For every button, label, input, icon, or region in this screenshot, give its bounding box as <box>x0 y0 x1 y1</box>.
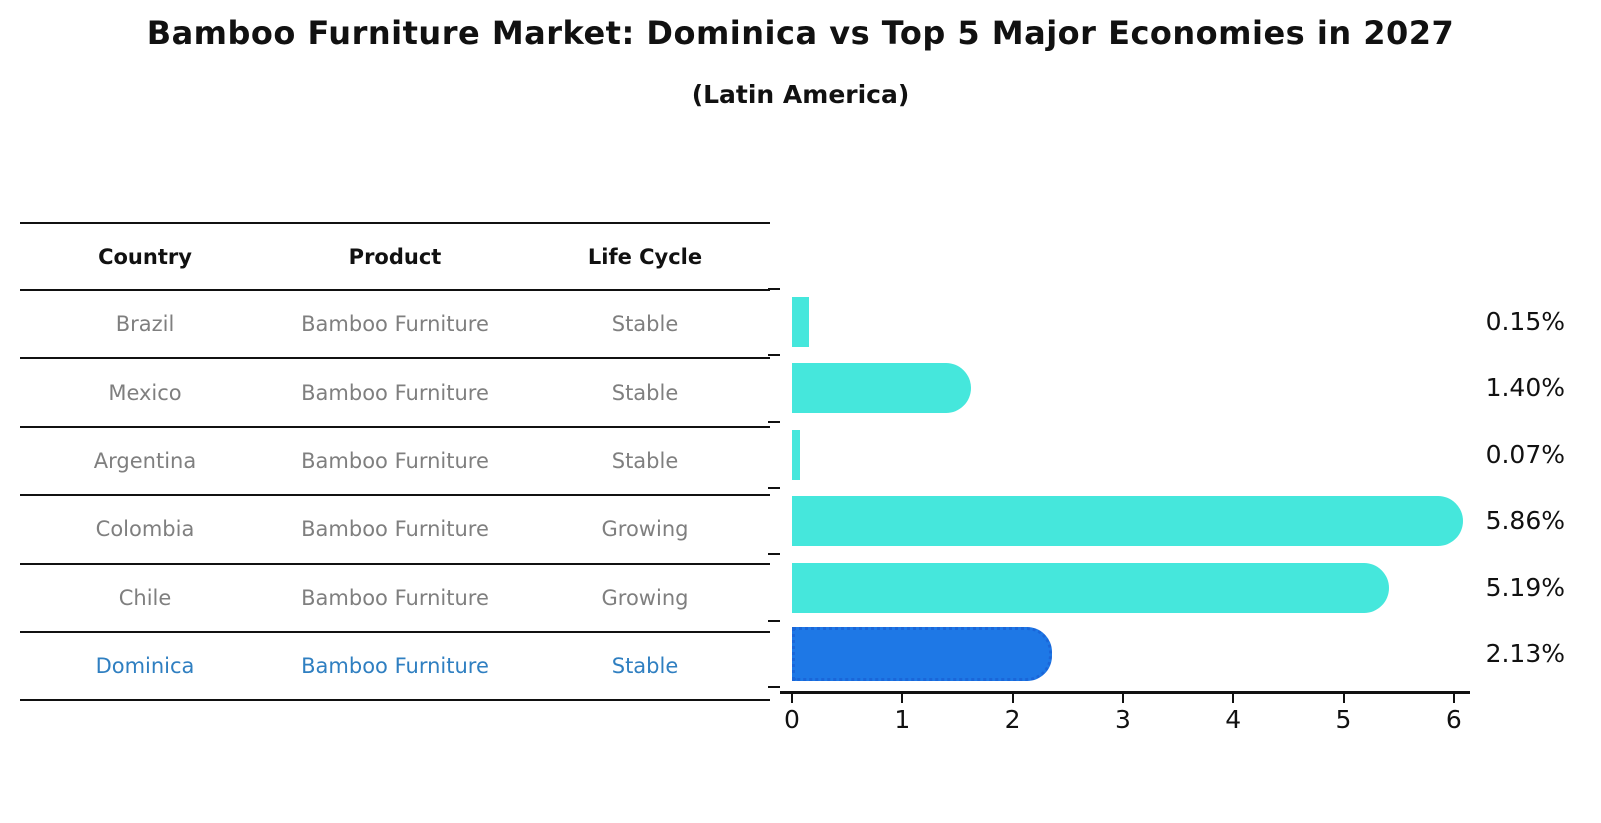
y-axis-tick <box>768 619 780 622</box>
table-header-row: Country Product Life Cycle <box>20 222 770 291</box>
bar-chile <box>792 562 1390 613</box>
x-axis-tick <box>1121 694 1124 703</box>
cell-life-cycle: Stable <box>611 448 679 473</box>
cell-life-cycle: Growing <box>601 517 689 542</box>
cell-product: Bamboo Furniture <box>301 654 489 679</box>
x-axis-tick-label: 4 <box>1225 705 1242 734</box>
x-axis-tick <box>1342 694 1345 703</box>
value-label-argentina: 0.07% <box>1485 439 1565 469</box>
value-label-colombia: 5.86% <box>1485 506 1565 536</box>
chart-title: Bamboo Furniture Market: Dominica vs Top… <box>146 14 1455 52</box>
cell-country: Mexico <box>108 380 182 405</box>
bar-brazil <box>792 297 809 347</box>
y-axis-tick <box>768 287 780 290</box>
bar-dominica <box>792 627 1052 681</box>
x-axis-tick-label: 1 <box>894 705 911 734</box>
cell-product: Bamboo Furniture <box>301 380 489 405</box>
x-axis-line <box>780 691 1470 694</box>
bar-mexico <box>792 363 972 414</box>
x-axis-tick <box>1011 694 1014 703</box>
x-axis-tick-label: 5 <box>1335 705 1352 734</box>
header-cell-product: Product <box>348 244 442 269</box>
table-row-mexico: Mexico Bamboo Furniture Stable <box>20 359 770 428</box>
cell-product: Bamboo Furniture <box>301 517 489 542</box>
comparison-table: Country Product Life Cycle Brazil Bamboo… <box>20 222 770 702</box>
x-axis-tick-label: 2 <box>1004 705 1021 734</box>
y-axis-tick <box>768 553 780 556</box>
y-axis-tick <box>768 487 780 489</box>
chart-subtitle: (Latin America) <box>691 80 910 109</box>
cell-country: Brazil <box>115 312 175 337</box>
y-axis-tick <box>768 686 780 689</box>
cell-life-cycle: Growing <box>601 585 689 610</box>
bar-argentina <box>792 429 800 480</box>
x-axis-tick <box>1452 694 1455 703</box>
cell-product: Bamboo Furniture <box>301 312 489 337</box>
value-label-dominica: 2.13% <box>1485 639 1565 668</box>
x-axis-tick-label: 6 <box>1445 705 1462 734</box>
table-row-colombia: Colombia Bamboo Furniture Growing <box>20 496 770 565</box>
x-axis-tick <box>791 694 793 703</box>
cell-product: Bamboo Furniture <box>301 585 489 610</box>
table-row-brazil: Brazil Bamboo Furniture Stable <box>20 291 770 360</box>
cell-life-cycle: Stable <box>611 654 679 679</box>
x-axis-tick <box>1232 694 1235 703</box>
cell-country: Chile <box>118 585 172 610</box>
bar-colombia <box>792 496 1464 547</box>
value-label-mexico: 1.40% <box>1485 373 1565 403</box>
table-row-argentina: Argentina Bamboo Furniture Stable <box>20 428 770 497</box>
cell-country: Colombia <box>95 517 195 542</box>
x-axis-tick-label: 3 <box>1114 705 1131 734</box>
header-cell-country: Country <box>98 244 192 269</box>
y-axis-tick <box>768 420 780 423</box>
x-axis-tick-label: 0 <box>784 705 800 734</box>
table-row-dominica: Dominica Bamboo Furniture Stable <box>20 633 770 702</box>
cell-country: Dominica <box>95 654 195 679</box>
x-axis-tick <box>901 694 904 703</box>
cell-life-cycle: Stable <box>611 380 679 405</box>
header-cell-life-cycle: Life Cycle <box>587 244 703 269</box>
cell-country: Argentina <box>93 448 197 473</box>
cell-product: Bamboo Furniture <box>301 448 489 473</box>
value-label-brazil: 0.15% <box>1485 307 1565 336</box>
value-label-chile: 5.19% <box>1485 572 1565 602</box>
y-axis-tick <box>768 354 780 357</box>
cell-life-cycle: Stable <box>611 312 679 337</box>
table-row-chile: Chile Bamboo Furniture Growing <box>20 565 770 633</box>
